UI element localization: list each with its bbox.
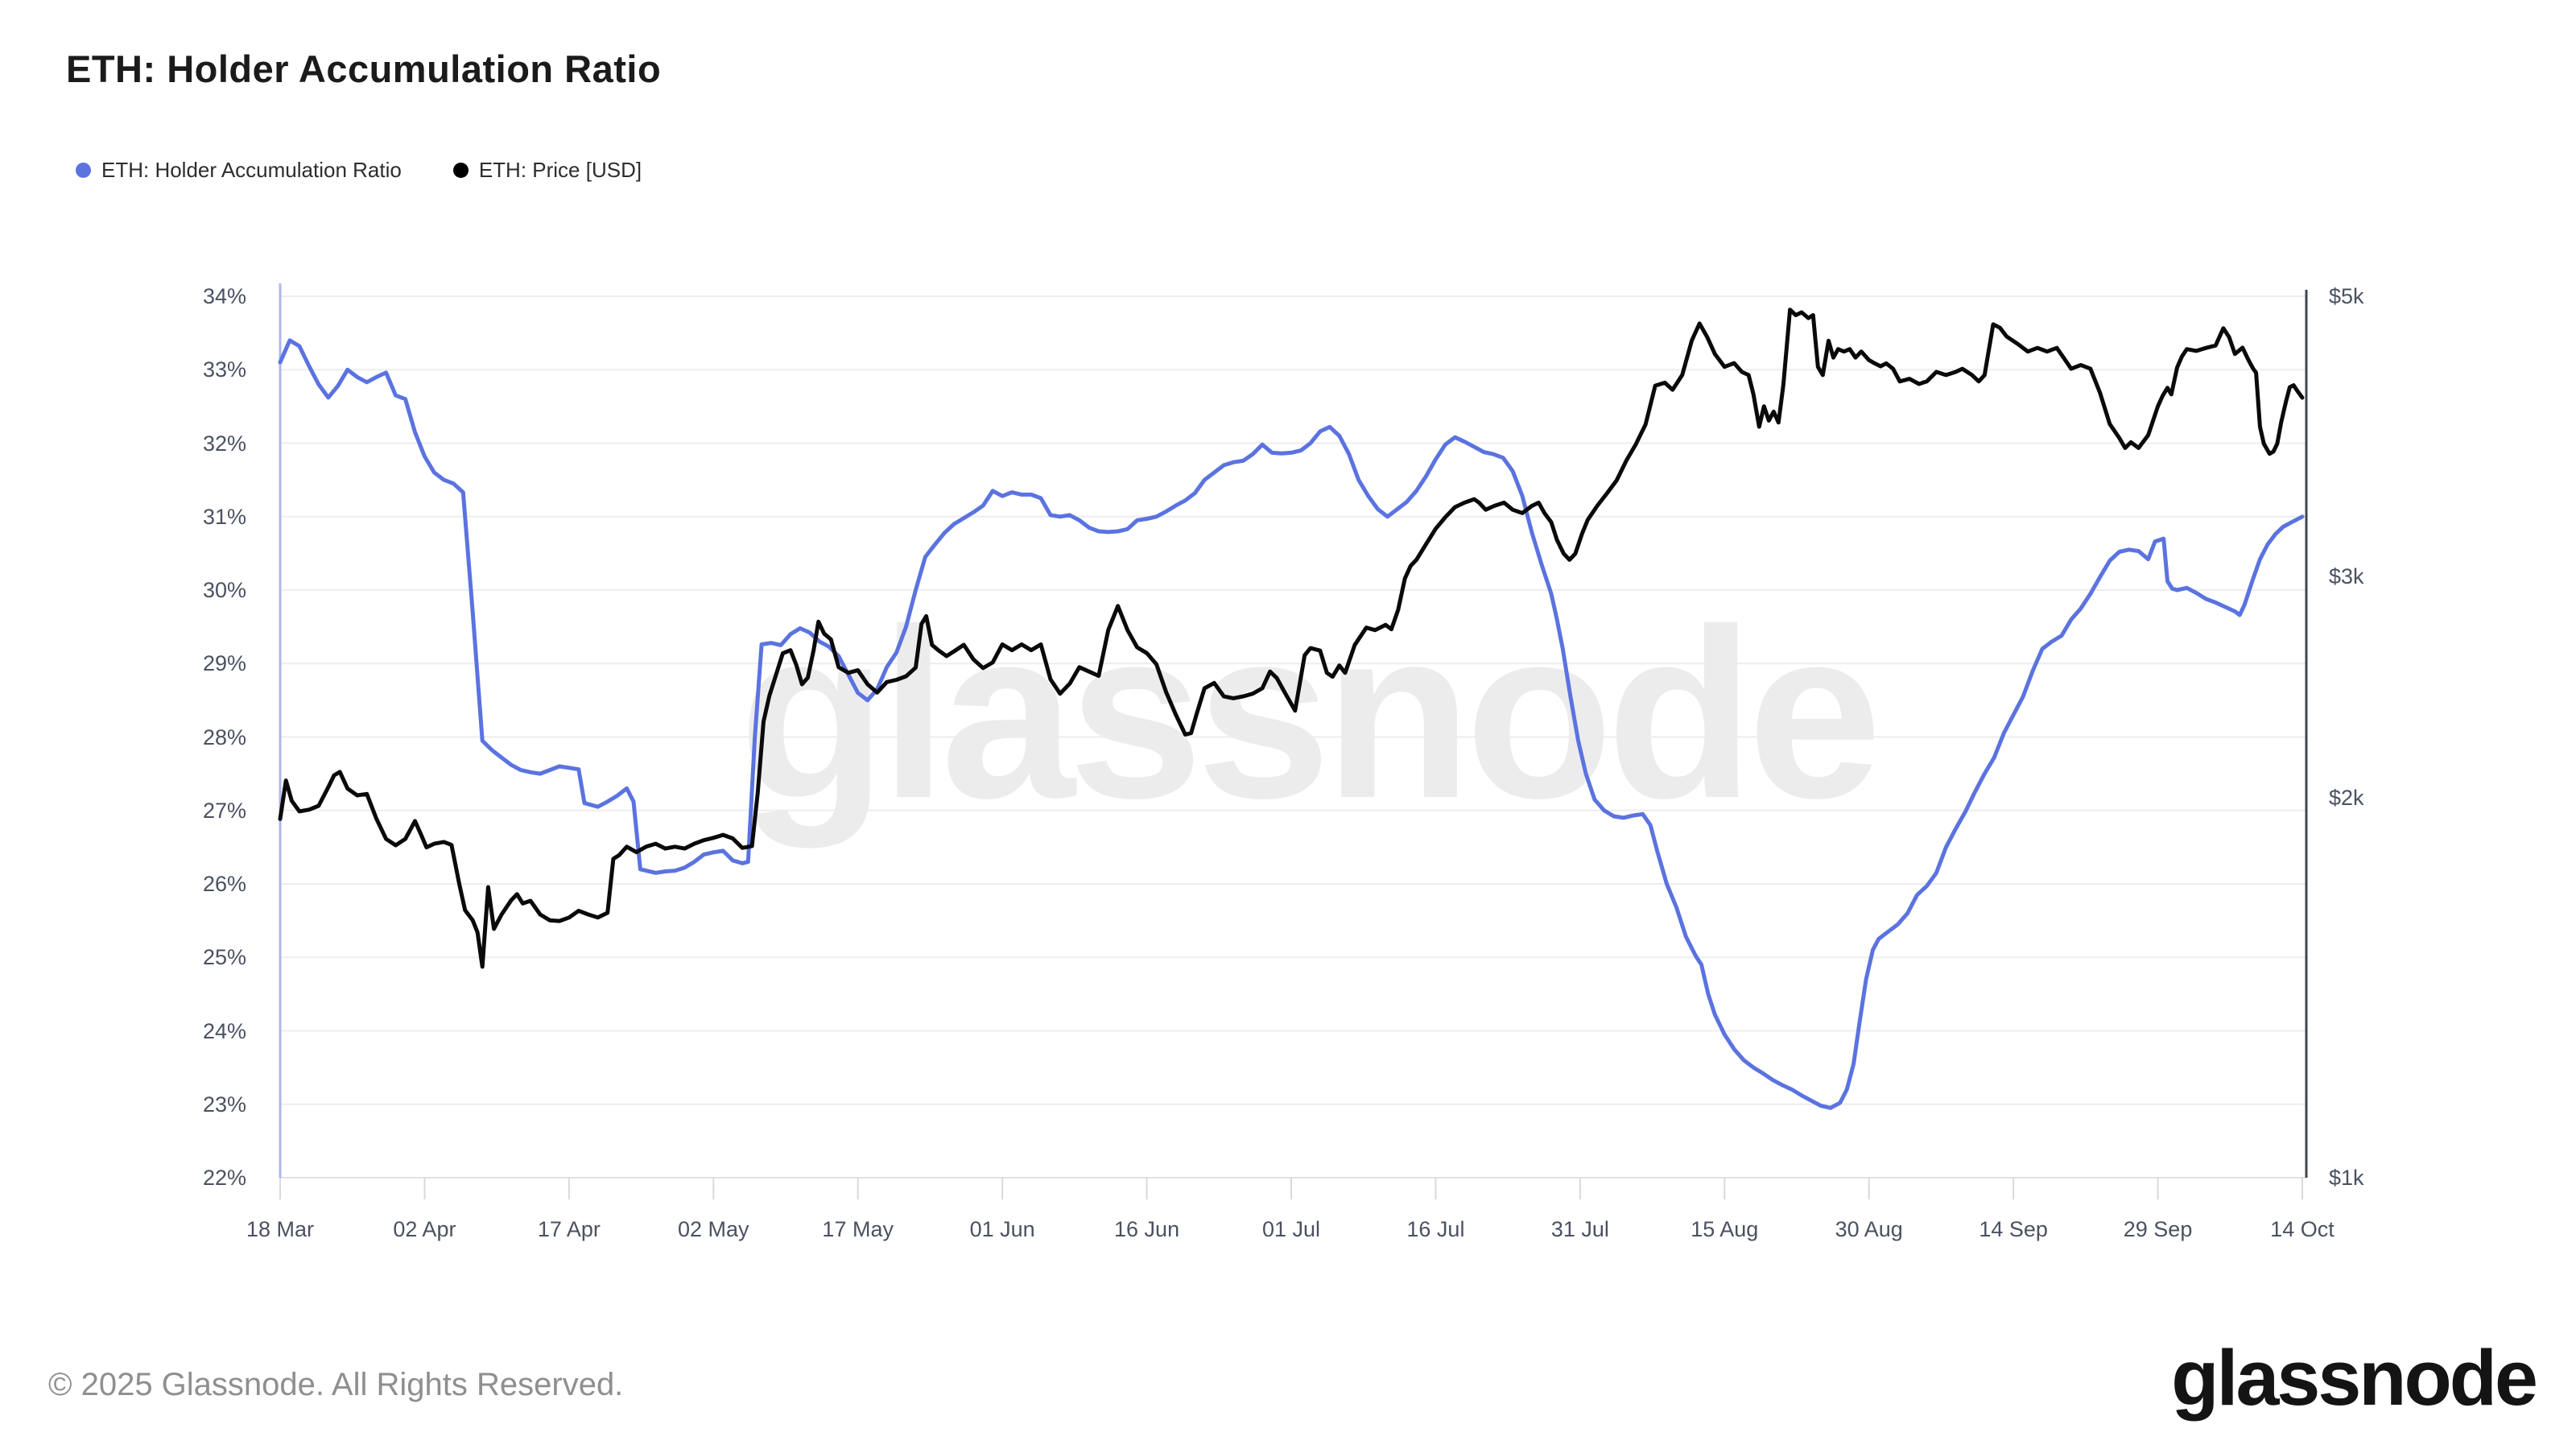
series-line-ratio	[278, 338, 2305, 1110]
x-axis-label: 29 Sep	[2123, 1217, 2193, 1241]
y-axis-label-right: $5k	[2329, 284, 2364, 308]
x-axis-label: 16 Jun	[1114, 1217, 1180, 1241]
y-axis-label-left: 32%	[202, 431, 246, 456]
y-axis-label-left: 22%	[202, 1166, 246, 1190]
legend-item-price[interactable]: ETH: Price [USD]	[452, 158, 642, 183]
x-axis-label: 14 Sep	[1979, 1217, 2048, 1241]
x-axis-label: 16 Jul	[1406, 1217, 1465, 1241]
x-axis-label: 18 Mar	[246, 1217, 315, 1241]
chart-area[interactable]: glassnode 34% 33% 32% 31% 30% 29% 28% 27% 26% 25%…	[0, 209, 2576, 1288]
x-axis-label: 02 Apr	[393, 1217, 456, 1241]
x-axis-label: 31 Jul	[1550, 1217, 1609, 1241]
page-title: ETH: Holder Accumulation Ratio	[66, 47, 662, 90]
y-axis-label-left: 31%	[202, 504, 246, 529]
x-axis-label: 30 Aug	[1835, 1217, 1903, 1241]
x-axis-label: 17 Apr	[537, 1217, 601, 1241]
x-axis-label: 01 Jun	[969, 1217, 1035, 1241]
y-axis-label-left: 29%	[202, 651, 246, 676]
y-axis-label-left: 28%	[202, 724, 246, 749]
y-axis-label-right: $2k	[2329, 786, 2364, 811]
y-axis-label-left: 26%	[202, 872, 246, 896]
y-axis-label-right: $3k	[2329, 564, 2364, 588]
y-axis-label-left: 30%	[202, 578, 246, 602]
y-axis-label-left: 34%	[202, 284, 246, 308]
copyright-text: © 2025 Glassnode. All Rights Reserved.	[48, 1367, 624, 1402]
y-axis-label-right: $1k	[2329, 1166, 2364, 1190]
y-axis-label-left: 25%	[202, 945, 246, 970]
y-axis-label-left: 23%	[202, 1092, 246, 1117]
glassnode-logo: glassnode	[2171, 1334, 2538, 1422]
legend-dot-icon	[76, 163, 91, 178]
x-axis-label: 14 Oct	[2270, 1217, 2334, 1241]
chart-legend: ETH: Holder Accumulation Ratio ETH: Price…	[76, 158, 642, 183]
y-axis-label-left: 27%	[202, 798, 246, 823]
legend-item-label: ETH: Holder Accumulation Ratio	[101, 158, 402, 182]
legend-item-ratio[interactable]: ETH: Holder Accumulation Ratio	[76, 158, 402, 183]
x-axis-label: 01 Jul	[1261, 1217, 1321, 1241]
legend-dot-icon	[452, 163, 469, 178]
x-axis-label: 02 May	[678, 1217, 749, 1241]
x-axis-label: 17 May	[822, 1217, 894, 1241]
y-axis-label-left: 33%	[202, 357, 246, 382]
legend-item-label: ETH: Price [USD]	[478, 158, 642, 182]
series-line-price	[278, 308, 2305, 969]
y-axis-label-left: 24%	[202, 1018, 246, 1043]
x-axis-label: 15 Aug	[1690, 1217, 1759, 1241]
